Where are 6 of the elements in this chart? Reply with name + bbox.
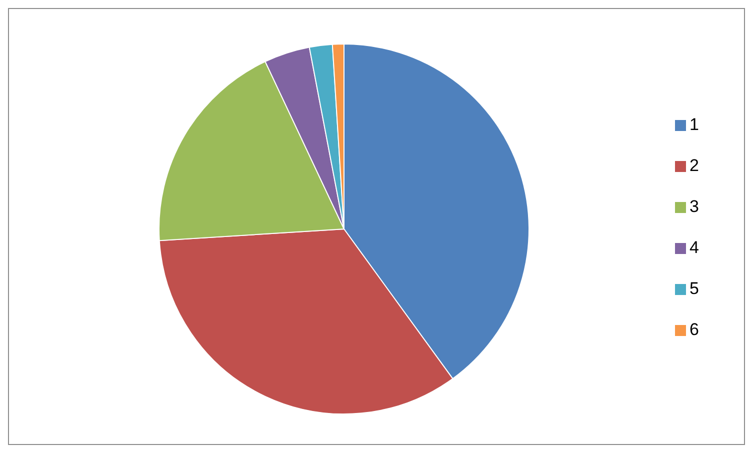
legend-label: 2 bbox=[690, 156, 699, 174]
legend-label: 3 bbox=[690, 196, 699, 216]
legend-label: 5 bbox=[690, 278, 699, 298]
legend-label: 4 bbox=[690, 238, 699, 256]
legend-label: 1 bbox=[690, 114, 699, 134]
legend-label: 6 bbox=[690, 320, 699, 338]
